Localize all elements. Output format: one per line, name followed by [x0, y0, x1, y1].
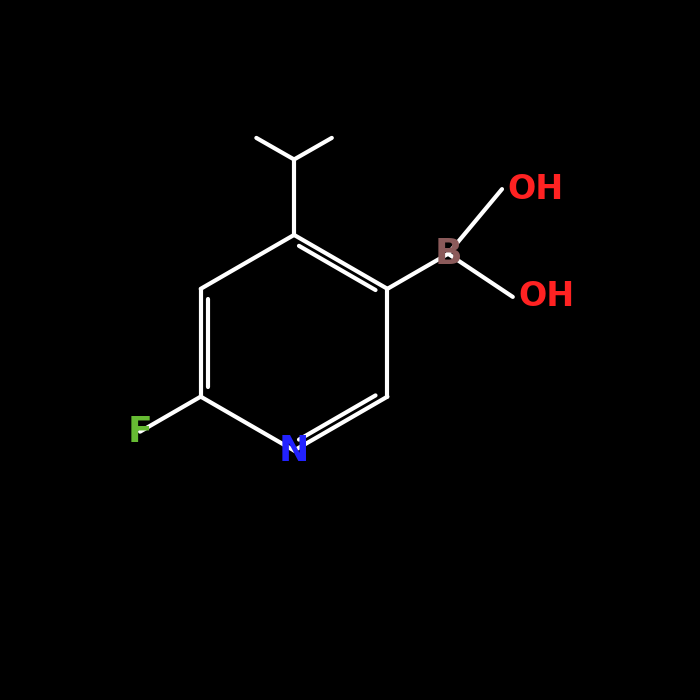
Text: F: F: [127, 414, 153, 449]
Text: B: B: [435, 237, 462, 271]
Text: OH: OH: [508, 173, 564, 206]
Text: N: N: [279, 433, 309, 468]
Text: OH: OH: [518, 281, 575, 314]
